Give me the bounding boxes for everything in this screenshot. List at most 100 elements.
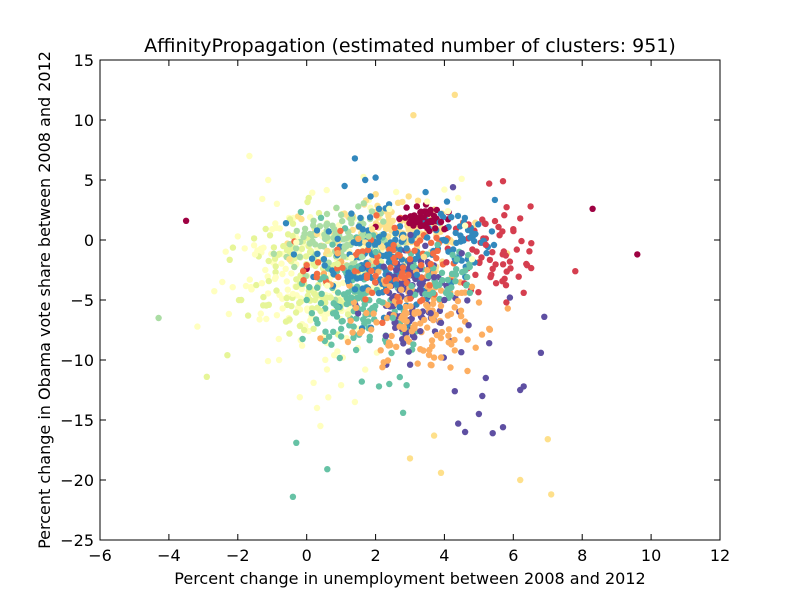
scatter-point-cluster <box>342 235 350 242</box>
scatter-point-cluster <box>458 257 465 264</box>
scatter-point-cluster <box>357 214 364 222</box>
scatter-point <box>424 224 431 232</box>
scatter-point <box>282 220 290 227</box>
scatter-point <box>444 286 452 293</box>
scatter-point-cluster <box>375 289 382 297</box>
scatter-point <box>362 318 369 325</box>
scatter-point <box>448 214 455 221</box>
scatter-point-cluster <box>291 263 298 271</box>
scatter-point <box>393 188 400 196</box>
scatter-point-cluster <box>429 300 437 307</box>
scatter-point <box>320 256 328 263</box>
scatter-point-cluster <box>371 241 379 249</box>
scatter-point-cluster <box>270 244 278 251</box>
scatter-point-cluster <box>445 326 453 333</box>
scatter-point-cluster <box>499 261 507 268</box>
scatter-point-cluster <box>265 257 272 265</box>
scatter-point <box>417 298 424 305</box>
scatter-point-cluster <box>335 273 342 281</box>
scatter-point-cluster <box>475 289 482 296</box>
scatter-point-cluster <box>288 302 295 310</box>
scatter-point <box>275 356 283 364</box>
scatter-point <box>324 466 331 473</box>
x-tick-label: 12 <box>710 546 730 565</box>
scatter-point-cluster <box>364 246 372 254</box>
scatter-point <box>465 322 472 329</box>
scatter-point-cluster <box>374 253 381 260</box>
scatter-point-cluster <box>383 314 391 322</box>
scatter-point <box>358 265 365 272</box>
scatter-point-cluster <box>334 289 342 296</box>
scatter-point-cluster <box>300 277 307 284</box>
scatter-point <box>427 361 434 368</box>
scatter-point-cluster <box>271 255 279 262</box>
scatter-point-cluster <box>476 259 483 267</box>
scatter-point-cluster <box>264 290 272 297</box>
scatter-point-cluster <box>407 213 414 220</box>
scatter-point <box>272 263 279 270</box>
scatter-point-cluster <box>504 305 511 312</box>
scatter-point <box>379 319 386 326</box>
scatter-point-cluster <box>272 269 279 276</box>
scatter-point-cluster <box>408 315 415 322</box>
scatter-point-cluster <box>297 208 305 216</box>
scatter-point-cluster <box>367 193 374 200</box>
scatter-point <box>541 313 548 320</box>
scatter-point-cluster <box>436 295 443 303</box>
scatter-point-cluster <box>401 274 408 282</box>
scatter-point-cluster <box>457 307 465 314</box>
scatter-point <box>399 409 407 416</box>
scatter-point-cluster <box>458 349 465 356</box>
scatter-point-cluster <box>335 281 342 288</box>
scatter-point-cluster <box>486 256 494 264</box>
scatter-point-cluster <box>308 310 316 317</box>
scatter-point-cluster <box>339 317 346 325</box>
scatter-point-cluster <box>515 273 522 280</box>
scatter-point-cluster <box>419 280 426 287</box>
scatter-point <box>289 290 297 298</box>
scatter-point <box>341 182 348 190</box>
scatter-point-cluster <box>433 331 441 339</box>
scatter-point-cluster <box>242 282 250 290</box>
scatter-point-cluster <box>436 307 444 315</box>
scatter-point <box>386 380 393 388</box>
scatter-point <box>251 251 259 258</box>
scatter-point <box>437 319 445 326</box>
scatter-point-cluster <box>427 239 435 246</box>
scatter-point-cluster <box>283 278 290 285</box>
scatter-point-cluster <box>310 222 317 229</box>
y-tick-label: −25 <box>60 531 94 550</box>
y-tick-label: 5 <box>84 171 94 190</box>
scatter-point-cluster <box>314 284 321 291</box>
scatter-point <box>434 247 441 254</box>
scatter-point-cluster <box>403 318 410 325</box>
scatter-point-cluster <box>426 346 433 354</box>
scatter-point-cluster <box>282 265 289 272</box>
scatter-point-cluster <box>501 212 508 219</box>
scatter-point <box>334 304 341 311</box>
scatter-point-cluster <box>447 364 454 371</box>
scatter-point-cluster <box>443 259 450 266</box>
scatter-point-cluster <box>453 239 460 247</box>
scatter-point <box>417 328 424 335</box>
scatter-point <box>520 383 527 390</box>
scatter-point-cluster <box>257 310 264 317</box>
scatter-point-cluster <box>411 310 418 317</box>
scatter-point-cluster <box>392 229 400 236</box>
scatter-point-cluster <box>466 263 473 271</box>
scatter-point <box>496 232 503 239</box>
scatter-point-cluster <box>433 206 440 214</box>
x-tick-label: 0 <box>302 546 312 565</box>
scatter-point <box>444 312 452 319</box>
scatter-point-cluster <box>437 354 445 361</box>
scatter-point-cluster <box>449 251 456 259</box>
scatter-point-cluster <box>337 333 345 340</box>
scatter-point-cluster <box>352 346 360 354</box>
scatter-point-cluster <box>226 256 233 263</box>
scatter-point-cluster <box>399 198 406 206</box>
scatter-point <box>399 234 407 241</box>
scatter-point-cluster <box>260 244 267 251</box>
scatter-point-cluster <box>463 282 470 289</box>
x-tick-label: −2 <box>226 546 250 565</box>
